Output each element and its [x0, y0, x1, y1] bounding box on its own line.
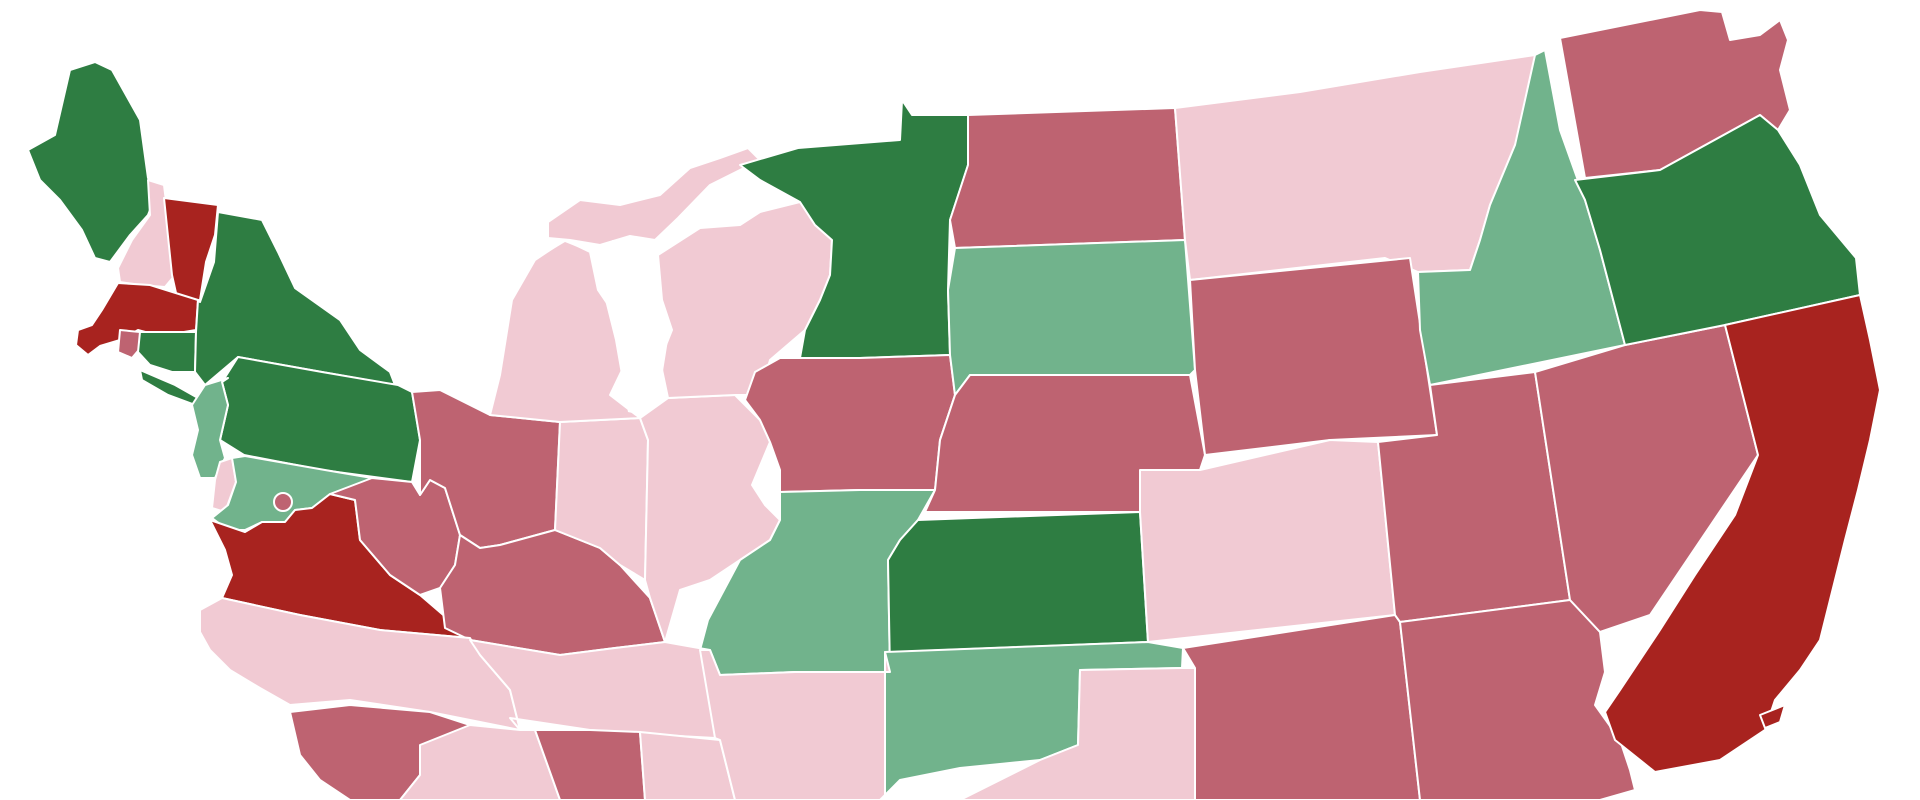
state-ND[interactable] — [949, 107, 1186, 249]
lake-gap-northeast — [535, 240, 600, 260]
lake-michigan — [605, 240, 668, 415]
state-NM[interactable] — [1182, 614, 1421, 800]
state-CO[interactable] — [1139, 439, 1396, 643]
state-ID[interactable] — [1417, 49, 1626, 386]
state-DC[interactable] — [273, 492, 293, 512]
state-NC[interactable] — [199, 597, 521, 731]
state-TX[interactable] — [959, 667, 1201, 800]
state-OR[interactable] — [1574, 114, 1861, 346]
state-VT[interactable] — [163, 197, 219, 303]
states-layer — [27, 9, 1881, 800]
state-AR[interactable] — [699, 649, 891, 800]
state-WY[interactable] — [1189, 257, 1438, 456]
state-NY[interactable] — [194, 211, 396, 386]
state-SD[interactable] — [947, 239, 1196, 396]
state-GA[interactable] — [399, 724, 561, 800]
state-CA-islands[interactable] — [1759, 704, 1786, 729]
